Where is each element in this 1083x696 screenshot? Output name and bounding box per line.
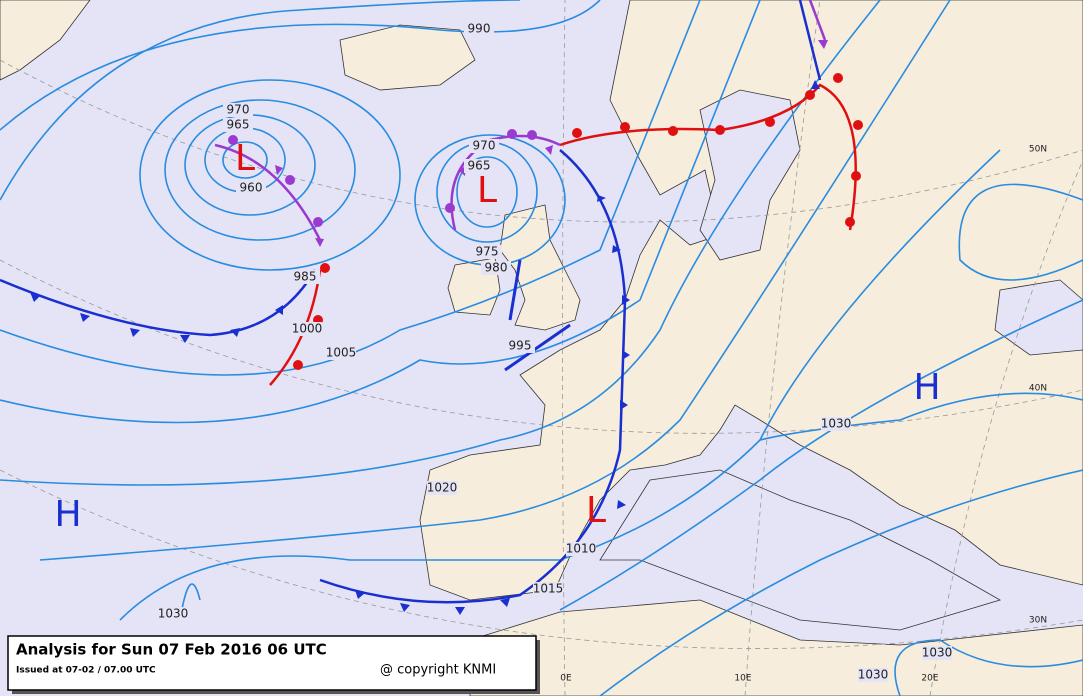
pressure-system: H [54,494,81,535]
label-bg [427,481,457,495]
isobar [39,0,951,561]
isobar-label: 965 [227,118,250,132]
pressure-system: H [913,367,940,408]
label-bg [464,22,494,36]
pressure-system: L [235,138,255,179]
labels: LLLHH99097096596098510001005970965975980… [54,22,1047,684]
label-bg [236,181,266,195]
label-bg [292,322,322,336]
label-bg [533,582,563,596]
label-bg [566,542,596,556]
title-box [7,635,537,691]
isobar-label: 1030 [158,607,189,621]
isobar-label: 975 [476,245,499,259]
isobar [0,0,881,486]
label-bg [223,118,253,132]
isobar [456,156,518,228]
isobar-label: 970 [227,103,250,117]
isobar-label: 1005 [326,346,357,360]
label-bg [922,646,952,660]
isobar [599,469,1083,696]
isobar [222,141,268,179]
isobar-label: 1000 [292,322,323,336]
isobar-label: 985 [294,270,317,284]
grid-label: 50N [1029,145,1047,155]
fronts [0,0,863,615]
isobar [958,183,1083,281]
isobar [0,0,761,424]
isobar [759,392,1083,441]
pressure-system: L [586,490,606,531]
title: Analysis for Sun 07 Feb 2016 06 UTC [16,641,327,659]
label-bg [472,245,502,259]
label-bg [505,339,535,353]
label-bg [858,668,888,682]
isobar [559,299,1083,611]
isobar-label: 970 [473,139,496,153]
isobar-label: 990 [468,22,491,36]
label-bg [290,270,320,284]
isobar-label: 960 [240,181,263,195]
isobar [0,0,601,131]
isobar [0,0,701,376]
label-bg [158,607,188,621]
isobar-label: 1010 [566,542,597,556]
pressure-system: L [477,170,497,211]
isobar-label: 1015 [533,582,564,596]
grid-label: 20E [921,674,938,684]
isobar-label: 1030 [858,668,889,682]
label-bg [821,417,851,431]
isobar-label: 1030 [821,417,852,431]
grid-label: 0E [560,674,572,684]
isobar-label: 1020 [427,481,458,495]
grid-label: 30N [1029,616,1047,626]
isobar [894,639,1083,696]
isobar-label: 1030 [922,646,953,660]
issued: Issued at 07-02 / 07.00 UTC [16,666,156,676]
isobar [164,99,356,241]
isobar-label: 995 [509,339,532,353]
isobar-label: 965 [468,159,491,173]
isobar [139,79,401,271]
label-bg [481,261,511,275]
label-bg [326,346,356,360]
label-bg [469,139,499,153]
copyright: @ copyright KNMI [380,663,496,678]
grid-label: 10E [734,674,751,684]
isobar [0,0,521,201]
isobar-label: 980 [485,261,508,275]
grid-label: 40N [1029,384,1047,394]
label-bg [223,103,253,117]
label-bg [464,159,494,173]
